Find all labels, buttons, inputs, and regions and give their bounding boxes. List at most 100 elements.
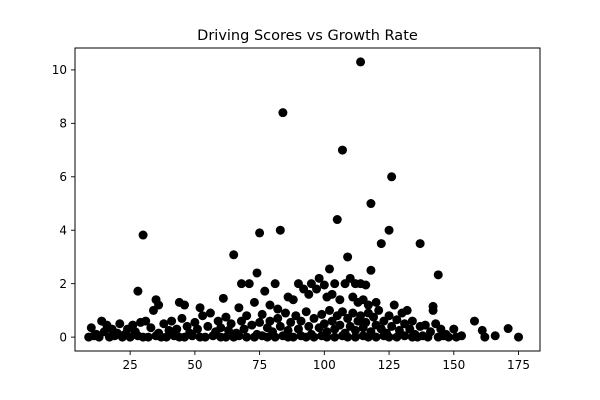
- data-point: [177, 313, 187, 323]
- data-point: [449, 324, 459, 334]
- x-tick-label: 25: [123, 358, 138, 372]
- data-point: [420, 320, 430, 330]
- data-point: [366, 199, 376, 209]
- data-point: [363, 332, 373, 342]
- data-point: [275, 225, 285, 235]
- data-point: [262, 332, 272, 342]
- data-point: [187, 331, 197, 341]
- y-tick-label: 4: [59, 223, 67, 237]
- data-point: [314, 273, 324, 283]
- data-point: [265, 300, 275, 310]
- data-point: [337, 307, 347, 317]
- data-point: [270, 279, 280, 289]
- data-point: [226, 319, 236, 329]
- data-point: [363, 300, 373, 310]
- data-point: [273, 304, 283, 314]
- data-point: [195, 303, 205, 313]
- data-point: [239, 324, 249, 334]
- data-point: [255, 228, 265, 238]
- data-point: [312, 284, 322, 294]
- data-point: [249, 332, 259, 342]
- data-point: [392, 315, 402, 325]
- y-tick-label: 0: [59, 330, 67, 344]
- data-point: [371, 297, 381, 307]
- data-point: [236, 279, 246, 289]
- x-tick-label: 75: [252, 358, 267, 372]
- data-point: [304, 321, 314, 331]
- data-point: [366, 265, 376, 275]
- data-point: [270, 332, 280, 342]
- data-point: [146, 323, 156, 333]
- data-point: [514, 332, 524, 342]
- data-point: [371, 332, 381, 342]
- data-point: [138, 230, 148, 240]
- data-point: [309, 313, 319, 323]
- data-point: [159, 319, 169, 329]
- data-point: [110, 331, 120, 341]
- data-point: [428, 301, 438, 311]
- data-point: [392, 332, 402, 342]
- data-point: [280, 308, 290, 318]
- data-point: [161, 332, 171, 342]
- data-point: [470, 316, 479, 326]
- data-point: [319, 280, 329, 290]
- data-point: [490, 331, 500, 341]
- data-point: [402, 305, 412, 315]
- data-point: [167, 316, 177, 326]
- data-point: [242, 311, 252, 321]
- x-tick-label: 150: [442, 358, 465, 372]
- data-point: [244, 279, 254, 289]
- data-point: [265, 316, 275, 326]
- data-point: [317, 309, 327, 319]
- data-point: [503, 324, 513, 334]
- data-point: [361, 317, 371, 327]
- data-point: [221, 332, 231, 342]
- data-point: [330, 332, 340, 342]
- data-point: [335, 295, 345, 305]
- data-point: [255, 317, 265, 327]
- data-point: [343, 332, 353, 342]
- data-point: [332, 215, 342, 225]
- data-point: [361, 280, 371, 290]
- data-point: [322, 332, 332, 342]
- data-point: [387, 321, 397, 331]
- data-point: [296, 316, 306, 326]
- data-point: [141, 316, 151, 326]
- data-point: [348, 308, 358, 318]
- data-point: [309, 332, 319, 342]
- y-tick-label: 2: [59, 277, 67, 291]
- data-point: [374, 305, 384, 315]
- data-point: [407, 316, 417, 326]
- data-point: [301, 307, 311, 317]
- data-point: [457, 331, 467, 341]
- data-point: [350, 325, 360, 335]
- data-point: [247, 320, 257, 330]
- data-point: [330, 279, 340, 289]
- data-point: [133, 286, 143, 296]
- points-layer: [84, 57, 524, 342]
- data-point: [242, 332, 252, 342]
- data-point: [335, 320, 345, 330]
- data-point: [203, 321, 213, 331]
- data-point: [369, 312, 379, 322]
- data-point: [252, 268, 262, 278]
- data-point: [180, 332, 190, 342]
- data-point: [301, 332, 311, 342]
- data-point: [117, 332, 127, 342]
- data-point: [198, 311, 208, 321]
- data-point: [356, 311, 366, 321]
- data-point: [143, 332, 153, 342]
- ticks-layer: 25 50 75 100 125 150 175 0 2 4 6 8 10: [52, 63, 530, 372]
- data-point: [400, 331, 410, 341]
- data-point: [115, 319, 125, 329]
- data-point: [260, 286, 270, 296]
- data-point: [480, 332, 490, 342]
- data-point: [389, 300, 399, 310]
- chart-title: Driving Scores vs Growth Rate: [197, 28, 418, 44]
- data-point: [249, 297, 259, 307]
- data-point: [415, 239, 425, 249]
- data-point: [125, 332, 135, 342]
- y-tick-label: 8: [59, 117, 67, 131]
